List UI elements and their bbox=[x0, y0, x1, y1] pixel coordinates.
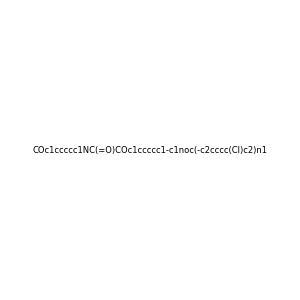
Text: COc1ccccc1NC(=O)COc1ccccc1-c1noc(-c2cccc(Cl)c2)n1: COc1ccccc1NC(=O)COc1ccccc1-c1noc(-c2cccc… bbox=[32, 146, 268, 154]
